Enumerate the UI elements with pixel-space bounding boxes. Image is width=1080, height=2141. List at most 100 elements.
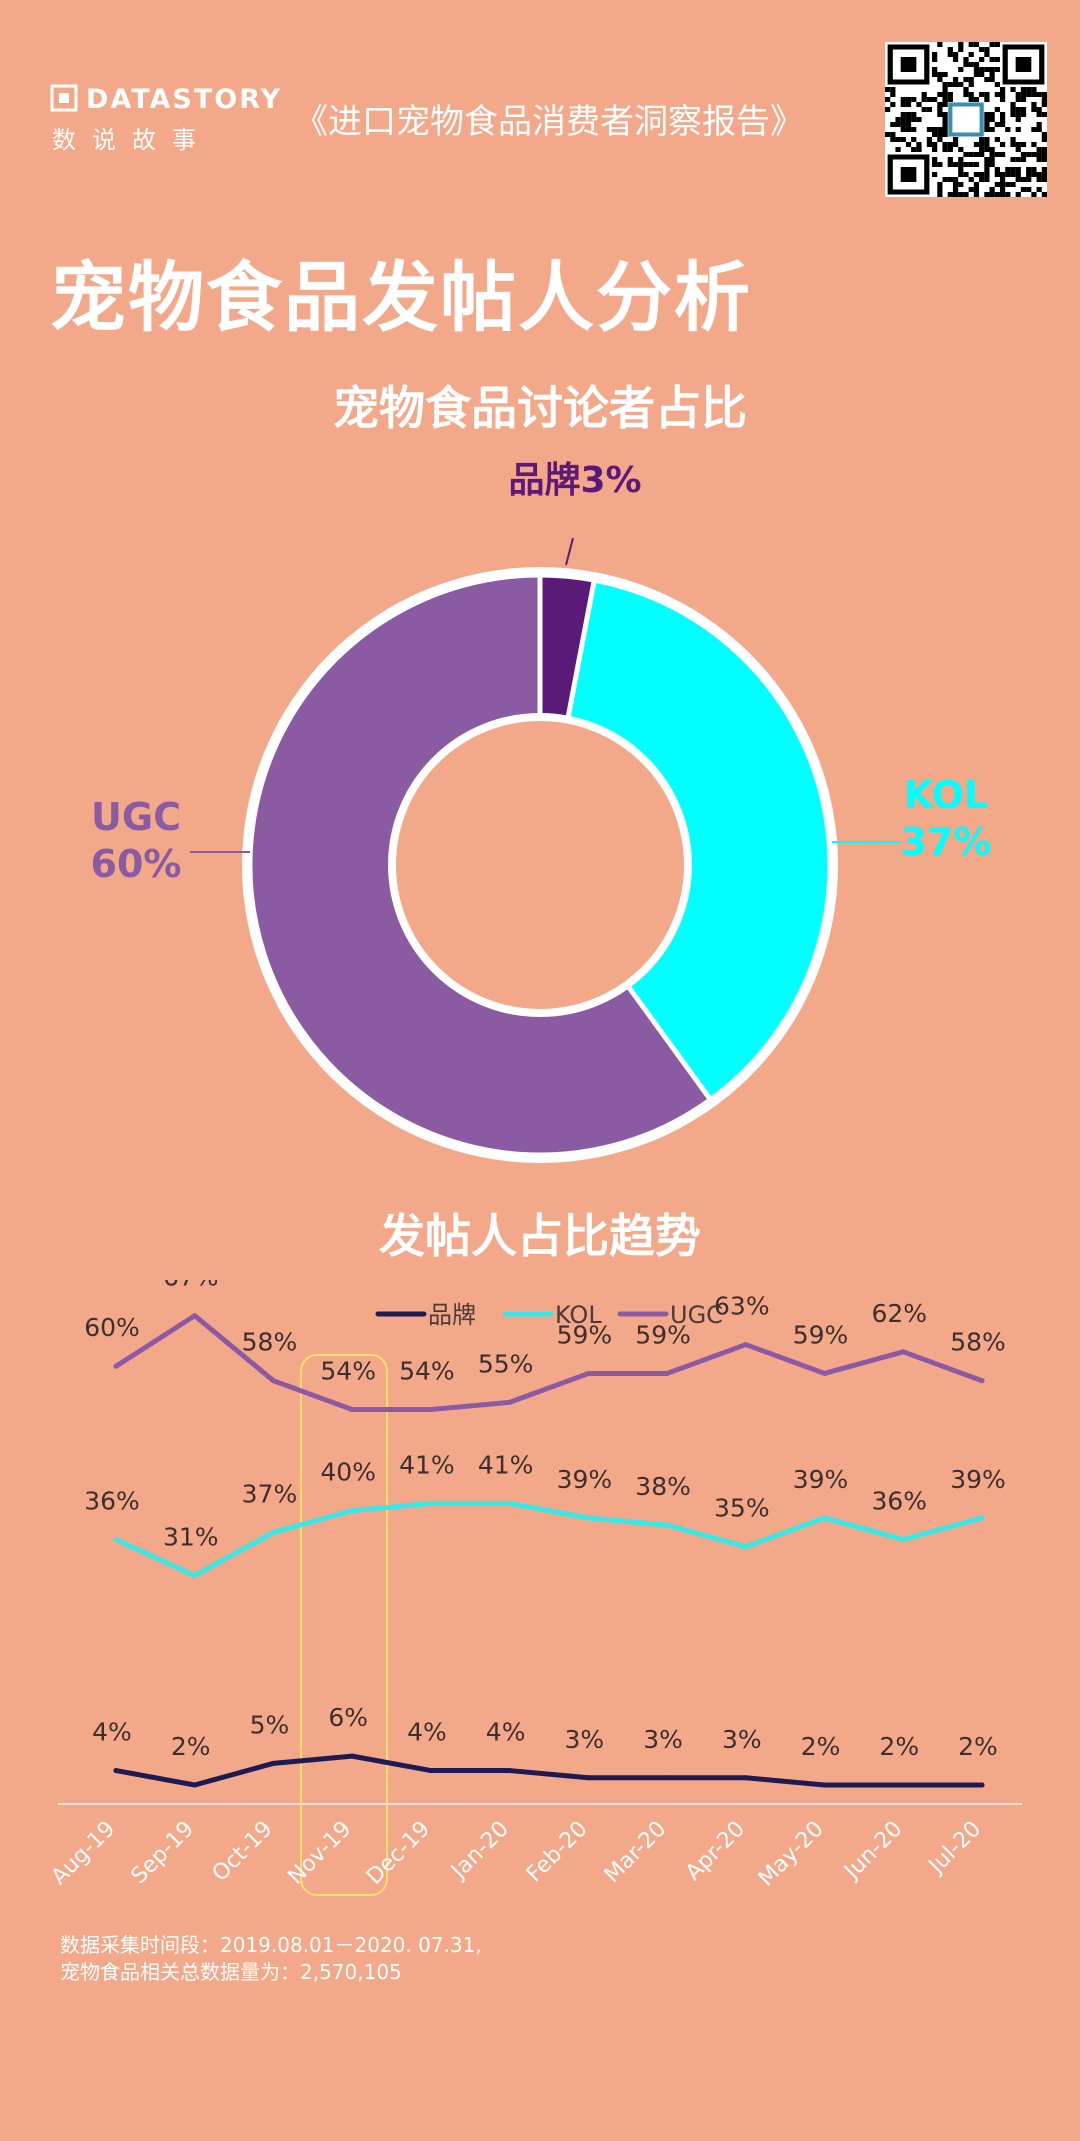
data-label-ugc: 58% xyxy=(242,1328,298,1357)
data-label-ugc: 54% xyxy=(399,1357,455,1386)
data-point-kol xyxy=(270,1529,276,1535)
data-point-ugc xyxy=(113,1363,119,1369)
x-tick-label: Oct-19 xyxy=(208,1817,278,1887)
data-point-kol xyxy=(428,1500,434,1506)
data-label-ugc: 59% xyxy=(557,1320,613,1349)
data-point-ugc xyxy=(743,1342,749,1348)
header: DATASTORY 数说故事 《进口宠物食品消费者洞察报告》 xyxy=(50,80,850,154)
data-label-kol: 40% xyxy=(320,1458,376,1487)
data-label-kol: 31% xyxy=(163,1523,219,1552)
series-line-brand xyxy=(113,1753,985,1788)
donut-chart: 品牌3% KOL 37% UGC 60% xyxy=(91,460,992,1163)
footnote-data-volume: 宠物食品相关总数据量为：2,570,105 xyxy=(60,1960,402,1984)
data-label-ugc: 63% xyxy=(714,1292,770,1321)
data-label-kol: 37% xyxy=(242,1479,298,1508)
data-label-brand: 4% xyxy=(407,1718,447,1747)
data-point-brand xyxy=(507,1768,513,1774)
x-tick-label: Jun-20 xyxy=(839,1817,908,1886)
brand-leader-line xyxy=(565,537,574,566)
data-point-brand xyxy=(192,1782,198,1788)
x-tick-label: Jul-20 xyxy=(923,1817,986,1880)
data-point-kol xyxy=(585,1515,591,1521)
datastory-logo-icon xyxy=(50,84,78,112)
data-label-brand: 3% xyxy=(643,1725,683,1754)
x-tick-label: Feb-20 xyxy=(522,1817,593,1888)
x-tick-label: Sep-19 xyxy=(127,1817,199,1889)
data-point-ugc xyxy=(979,1378,985,1384)
x-tick-label: Mar-20 xyxy=(600,1817,671,1888)
x-tick-label: Apr-20 xyxy=(681,1817,750,1886)
data-label-kol: 39% xyxy=(557,1465,613,1494)
kol-slice-name: KOL xyxy=(904,773,988,817)
data-label-kol: 35% xyxy=(714,1494,770,1523)
data-label-brand: 2% xyxy=(879,1732,919,1761)
data-label-brand: 3% xyxy=(722,1725,762,1754)
kol-slice-value: 37% xyxy=(901,820,992,864)
data-label-ugc: 55% xyxy=(478,1349,534,1378)
data-label-ugc: 58% xyxy=(950,1328,1006,1357)
legend-label-brand: 品牌 xyxy=(428,1301,476,1329)
logo-text-en: DATASTORY xyxy=(86,84,283,115)
chart-legend: 品牌 KOL UGC xyxy=(375,1301,723,1329)
donut-hole xyxy=(388,713,692,1017)
data-point-ugc xyxy=(270,1378,276,1384)
line-chart: 品牌 KOL UGC 4% 2% 5% 6% 4% 4% 3% 3% 3% 2% 2% 2% 36% 31% 3… xyxy=(47,1280,1022,1896)
x-tick-label: Dec-19 xyxy=(362,1817,435,1890)
logo-text-zh: 数说故事 xyxy=(52,126,212,154)
data-label-ugc: 59% xyxy=(793,1320,849,1349)
donut-chart-title: 宠物食品讨论者占比 xyxy=(333,381,747,435)
data-label-brand: 4% xyxy=(486,1718,526,1747)
data-point-brand xyxy=(113,1768,119,1774)
data-label-kol: 39% xyxy=(793,1465,849,1494)
data-label-kol: 36% xyxy=(84,1487,140,1516)
ugc-slice-name: UGC xyxy=(91,795,181,839)
series-line-ugc xyxy=(113,1313,985,1413)
data-label-kol: 36% xyxy=(871,1487,927,1516)
data-point-ugc xyxy=(900,1349,906,1355)
data-point-kol xyxy=(507,1500,513,1506)
data-point-ugc xyxy=(507,1399,513,1405)
data-label-ugc: 60% xyxy=(84,1313,140,1342)
data-label-brand: 2% xyxy=(958,1732,998,1761)
data-point-brand xyxy=(585,1775,591,1781)
brand-slice-label: 品牌3% xyxy=(508,460,641,501)
data-label-brand: 5% xyxy=(250,1710,290,1739)
data-point-ugc xyxy=(664,1370,670,1376)
data-label-kol: 41% xyxy=(478,1450,534,1479)
qr-code-icon xyxy=(885,42,1047,197)
ugc-slice-value: 60% xyxy=(91,842,182,886)
data-point-brand xyxy=(270,1760,276,1766)
data-point-ugc xyxy=(822,1370,828,1376)
nov-19-highlight-box xyxy=(300,1354,388,1896)
data-label-ugc: 62% xyxy=(871,1299,927,1328)
data-point-brand xyxy=(428,1768,434,1774)
x-tick-label: Nov-19 xyxy=(283,1817,356,1890)
data-point-kol xyxy=(192,1573,198,1579)
data-label-brand: 6% xyxy=(328,1703,368,1732)
page-title: 宠物食品发帖人分析 xyxy=(50,253,752,342)
data-point-ugc xyxy=(349,1407,355,1413)
data-label-kol: 41% xyxy=(399,1450,455,1479)
data-label-ugc: 67% xyxy=(163,1280,219,1292)
data-point-kol xyxy=(822,1515,828,1521)
data-point-kol xyxy=(349,1508,355,1514)
x-tick-label: Aug-19 xyxy=(47,1817,120,1890)
data-label-brand: 2% xyxy=(801,1732,841,1761)
data-point-brand xyxy=(349,1753,355,1759)
footnote-date-range: 数据采集时间段：2019.08.01－2020. 07.31, xyxy=(60,1933,482,1957)
legend-label-ugc: UGC xyxy=(670,1301,723,1329)
data-point-kol xyxy=(743,1544,749,1550)
data-point-kol xyxy=(113,1537,119,1543)
data-point-kol xyxy=(900,1537,906,1543)
data-point-kol xyxy=(979,1515,985,1521)
report-name: 《进口宠物食品消费者洞察报告》 xyxy=(294,102,804,142)
data-point-brand xyxy=(664,1775,670,1781)
x-tick-label: Jan-20 xyxy=(445,1817,513,1885)
data-label-brand: 4% xyxy=(92,1718,132,1747)
data-point-brand xyxy=(979,1782,985,1788)
data-point-kol xyxy=(664,1522,670,1528)
legend-label-kol: KOL xyxy=(555,1301,602,1329)
data-point-ugc xyxy=(192,1313,198,1319)
data-point-brand xyxy=(743,1775,749,1781)
data-point-ugc xyxy=(428,1407,434,1413)
